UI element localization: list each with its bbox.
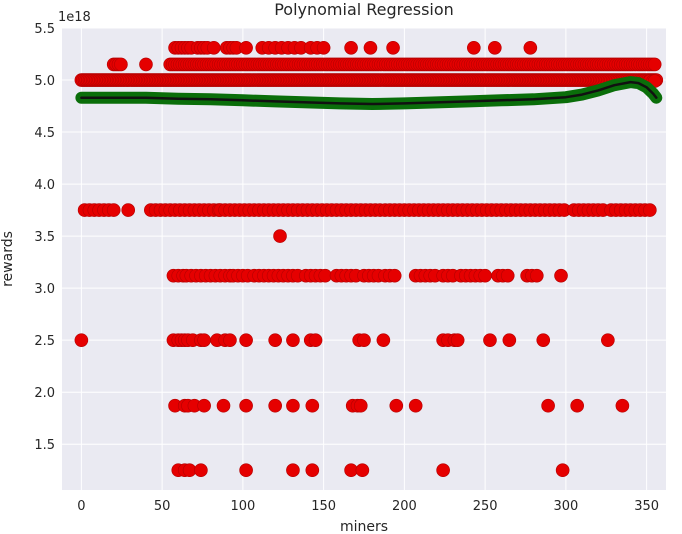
scatter-point	[643, 203, 657, 217]
scatter-point	[478, 268, 492, 283]
scatter-point	[436, 463, 450, 478]
scatter-point	[355, 463, 370, 478]
scatter-point	[139, 57, 153, 72]
scatter-point	[536, 333, 551, 347]
scatter-point	[357, 333, 371, 347]
scatter-point	[239, 398, 253, 413]
fit-series	[75, 76, 663, 110]
scatter-point	[502, 333, 517, 347]
y-tick-label: 1.5	[34, 438, 55, 453]
scatter-point	[615, 398, 630, 413]
x-tick-label: 300	[553, 499, 578, 514]
scatter-point	[363, 40, 378, 55]
scatter-point	[305, 463, 320, 478]
scatter-point	[286, 463, 300, 478]
scatter-point	[530, 268, 544, 283]
scatter-point	[286, 398, 300, 413]
scatter-point	[114, 57, 128, 72]
y-tick-label: 3.5	[34, 230, 55, 245]
scatter-point	[305, 398, 320, 413]
y-tick-label: 3.0	[34, 282, 55, 297]
x-axis-label: miners	[340, 519, 388, 534]
chart-title: Polynomial Regression	[274, 0, 454, 19]
scatter-point	[74, 333, 89, 347]
scatter-point	[106, 203, 121, 217]
y-tick-label: 2.5	[34, 334, 55, 349]
y-tick-label: 5.0	[34, 74, 55, 89]
scatter-point	[239, 40, 253, 55]
scatter-point	[647, 57, 662, 72]
scatter-point	[450, 333, 465, 347]
scatter-point	[268, 333, 282, 347]
scatter-point	[316, 40, 331, 55]
scatter-point	[344, 40, 358, 55]
axis-ticks: 0 50 100 150 200 250 300 350 1.5 2.0 2.5 3.0 3.5 4.0 4…	[34, 22, 659, 514]
scatter-point	[308, 333, 323, 347]
x-tick-label: 250	[473, 499, 498, 514]
scatter-series	[74, 40, 664, 478]
scatter-point	[523, 40, 538, 55]
scatter-point	[286, 333, 300, 347]
scatter-point	[376, 333, 391, 347]
x-tick-label: 200	[392, 499, 417, 514]
scatter-point	[386, 40, 400, 55]
scatter-point	[387, 268, 402, 283]
scatter-point	[353, 398, 368, 413]
scatter-point	[121, 203, 136, 217]
x-tick-label: 150	[311, 499, 336, 514]
scatter-point	[555, 463, 570, 478]
y-tick-label: 4.0	[34, 178, 55, 193]
y-tick-label: 5.5	[34, 22, 55, 37]
scatter-point	[273, 229, 287, 243]
scatter-point	[197, 398, 211, 413]
x-tick-label: 100	[230, 499, 255, 514]
x-tick-label: 50	[154, 499, 171, 514]
x-tick-label: 350	[634, 499, 659, 514]
scatter-point	[239, 333, 253, 347]
scatter-point	[223, 333, 237, 347]
scatter-point	[268, 398, 282, 413]
scatter-point	[570, 398, 584, 413]
y-offset-label: 1e18	[58, 10, 91, 25]
scatter-point	[197, 333, 211, 347]
y-tick-label: 4.5	[34, 126, 55, 141]
scatter-point	[467, 40, 481, 55]
y-axis-label: rewards	[0, 231, 16, 287]
scatter-point	[483, 333, 497, 347]
scatter-point	[554, 268, 568, 283]
scatter-point	[601, 333, 615, 347]
scatter-point	[239, 463, 253, 478]
scatter-point	[216, 398, 231, 413]
scatter-point	[408, 398, 423, 413]
scatter-point	[194, 463, 208, 478]
scatter-point	[389, 398, 404, 413]
fit-curve-line	[80, 80, 658, 106]
y-tick-label: 2.0	[34, 386, 55, 401]
scatter-point	[541, 398, 555, 413]
scatter-point	[207, 40, 221, 55]
x-tick-label: 0	[77, 499, 85, 514]
scatter-point	[488, 40, 502, 55]
scatter-point	[500, 268, 515, 283]
